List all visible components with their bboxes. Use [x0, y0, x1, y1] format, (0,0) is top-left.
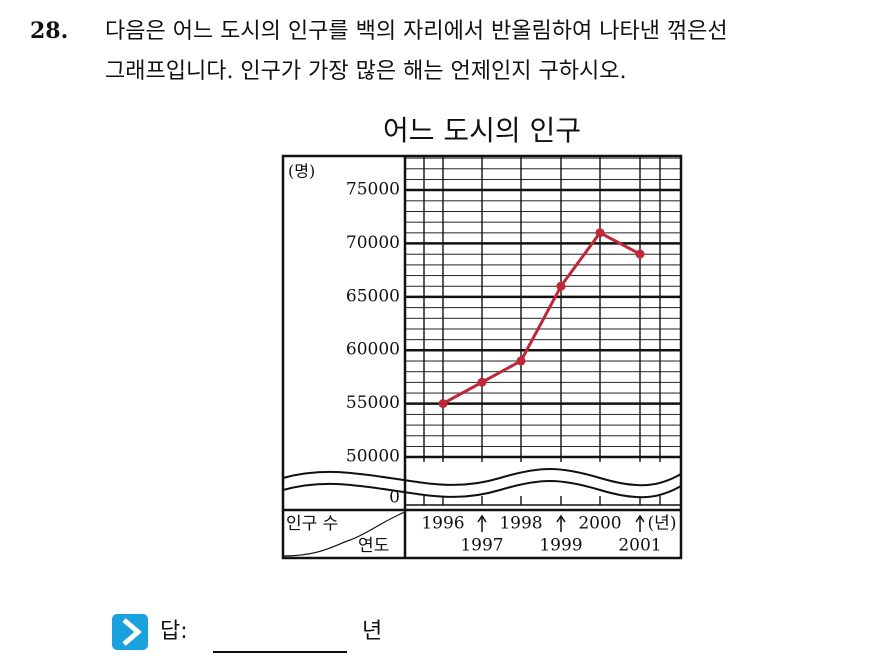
chart: (명) 인구 수 연도 50000 55000 60000 65000 70000 750…: [281, 154, 683, 560]
y-tick-label: 75000: [346, 180, 400, 200]
question-text: 다음은 어느 도시의 인구를 백의 자리에서 반올림하여 나타낸 꺾은선: [105, 19, 728, 44]
chart-title: 어느 도시의 인구: [383, 114, 581, 147]
axis-break: [282, 468, 682, 499]
column-header: 연도: [358, 536, 389, 556]
y-unit: (명): [288, 162, 315, 181]
x-tick-label: 1996: [421, 514, 464, 534]
minor-grid: [405, 156, 681, 456]
x-tick-label: 1999: [539, 536, 582, 556]
question-text: 그래프입니다. 인구가 가장 많은 해는 언제인지 구하시오.: [105, 59, 626, 84]
x-tick-label: 2000: [578, 514, 621, 534]
x-tick-label: 1998: [499, 514, 542, 534]
y-tick-label: 65000: [346, 286, 400, 306]
vertical-grid: [423, 156, 661, 505]
x-unit: (년): [648, 514, 677, 534]
point: [438, 399, 448, 409]
question-number: 28.: [30, 18, 68, 44]
point: [477, 377, 487, 387]
point: [556, 281, 566, 291]
y-tick-label: 0: [389, 488, 400, 508]
answer-label: 답:: [160, 619, 188, 644]
frame: [281, 154, 683, 560]
point: [595, 228, 605, 238]
answer-icon-arrow: [122, 618, 142, 646]
y-tick-label: 50000: [346, 447, 400, 467]
tick-arrow: [556, 514, 566, 532]
x-tick-label: 2001: [618, 536, 661, 556]
point: [635, 249, 645, 259]
break-gap: [405, 462, 681, 496]
y-tick-label: 60000: [346, 340, 400, 360]
answer-icon: [112, 614, 148, 650]
y-tick-label: 55000: [346, 393, 400, 413]
header-diagonal: [282, 511, 406, 557]
y-tick-label: 70000: [346, 233, 400, 253]
answer: 답: 년: [112, 614, 382, 653]
point: [516, 356, 526, 366]
line: [442, 230, 641, 405]
x-tick-label: 1997: [460, 536, 503, 556]
tick-arrow: [635, 514, 645, 532]
row-header: 인구 수: [286, 514, 338, 534]
tick-arrow: [477, 514, 487, 532]
answer-unit: 년: [362, 619, 382, 644]
